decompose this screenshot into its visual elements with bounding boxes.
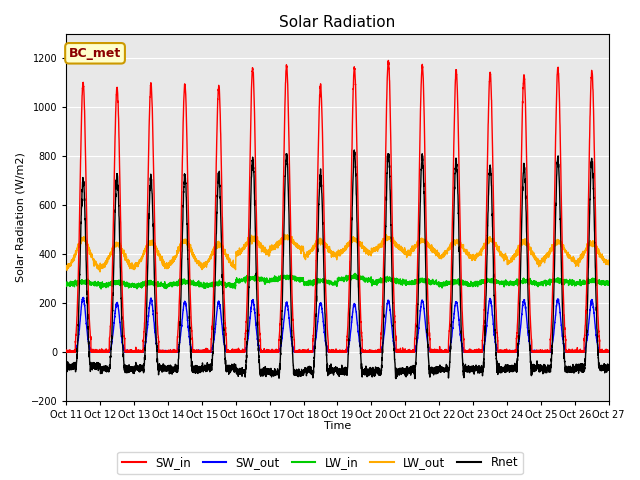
Line: LW_out: LW_out bbox=[66, 234, 609, 272]
SW_in bbox=[62, 348, 70, 354]
Rnet bbox=[527, 361, 535, 367]
LW_in bbox=[358, 276, 365, 281]
SW_in bbox=[385, 58, 392, 63]
LW_in bbox=[62, 281, 70, 287]
Rnet bbox=[358, 361, 365, 367]
SW_out bbox=[79, 295, 87, 300]
Rnet bbox=[351, 147, 358, 153]
Rnet bbox=[175, 355, 182, 360]
Rnet bbox=[605, 366, 612, 372]
Rnet bbox=[62, 365, 70, 371]
SW_in bbox=[486, 72, 494, 78]
LW_out bbox=[486, 236, 494, 241]
LW_in bbox=[97, 286, 105, 292]
Legend: SW_in, SW_out, LW_in, LW_out, Rnet: SW_in, SW_out, LW_in, LW_out, Rnet bbox=[117, 452, 523, 474]
SW_in bbox=[175, 314, 182, 320]
LW_out bbox=[605, 257, 612, 263]
SW_in bbox=[63, 349, 70, 355]
Title: Solar Radiation: Solar Radiation bbox=[279, 15, 396, 30]
LW_in bbox=[175, 280, 182, 286]
X-axis label: Time: Time bbox=[324, 421, 351, 432]
SW_out bbox=[175, 344, 183, 350]
SW_out bbox=[358, 347, 365, 352]
Rnet bbox=[486, 165, 494, 171]
LW_out bbox=[96, 269, 104, 275]
Text: BC_met: BC_met bbox=[69, 47, 121, 60]
LW_in bbox=[605, 282, 612, 288]
Rnet bbox=[392, 376, 399, 382]
SW_out bbox=[605, 349, 612, 355]
LW_in bbox=[486, 277, 494, 283]
Line: LW_in: LW_in bbox=[66, 273, 609, 289]
SW_out bbox=[527, 346, 535, 352]
LW_in bbox=[387, 277, 395, 283]
Rnet bbox=[513, 362, 521, 368]
SW_out bbox=[62, 349, 70, 355]
LW_out bbox=[387, 238, 395, 243]
SW_in bbox=[387, 136, 395, 142]
LW_in bbox=[513, 278, 521, 284]
SW_out bbox=[513, 346, 521, 352]
LW_out bbox=[175, 249, 182, 254]
LW_out bbox=[513, 249, 521, 255]
SW_out bbox=[63, 349, 70, 355]
Line: SW_in: SW_in bbox=[66, 60, 609, 352]
SW_in bbox=[605, 348, 612, 354]
Rnet bbox=[387, 210, 394, 216]
LW_in bbox=[351, 270, 359, 276]
SW_out bbox=[486, 297, 494, 303]
SW_out bbox=[387, 312, 395, 318]
LW_out bbox=[62, 267, 70, 273]
SW_in bbox=[527, 332, 535, 337]
SW_in bbox=[358, 329, 365, 335]
SW_in bbox=[513, 330, 521, 336]
LW_out bbox=[280, 231, 288, 237]
LW_out bbox=[527, 251, 535, 256]
LW_in bbox=[527, 277, 535, 283]
LW_out bbox=[358, 242, 365, 248]
Line: SW_out: SW_out bbox=[66, 298, 609, 352]
Line: Rnet: Rnet bbox=[66, 150, 609, 379]
Y-axis label: Solar Radiation (W/m2): Solar Radiation (W/m2) bbox=[15, 153, 25, 282]
